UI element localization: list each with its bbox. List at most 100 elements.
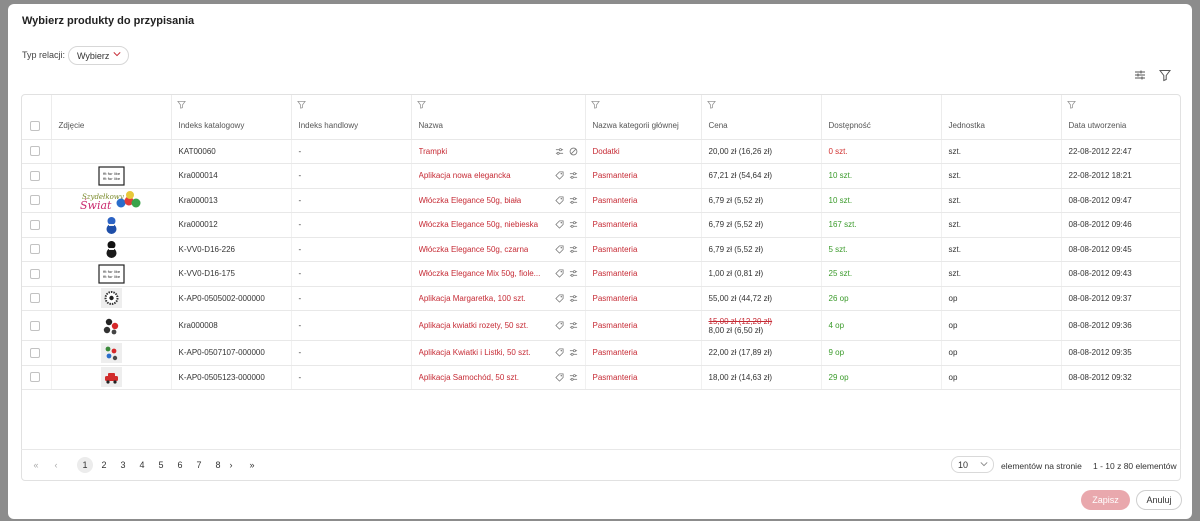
product-name-link[interactable]: Trampki <box>418 146 448 156</box>
row-checkbox[interactable] <box>30 195 40 206</box>
product-name-link[interactable]: Aplikacja Kwiatki i Listki, 50 szt. <box>418 348 531 358</box>
tag-icon[interactable] <box>554 245 564 254</box>
select-all-checkbox[interactable] <box>30 121 40 131</box>
page-1-button[interactable]: 1 <box>77 457 93 473</box>
product-name-link[interactable]: Włóczka Elegance 50g, biała <box>418 195 522 205</box>
table-row[interactable]: K-AP0-0507107-000000- Aplikacja Kwiatki i… <box>22 340 1180 366</box>
table-row[interactable]: K-AP0-0505002-000000- Aplikacja Margaretk… <box>22 286 1180 311</box>
header-availability[interactable]: Dostępność <box>821 95 942 140</box>
page-8-button[interactable]: 8 <box>215 460 221 470</box>
column-filter-icon[interactable] <box>416 100 426 109</box>
product-name-link[interactable]: Aplikacja Margaretka, 100 szt. <box>418 293 526 303</box>
relation-type-select[interactable]: Wybierz <box>68 46 129 65</box>
table-row[interactable]: KAT00060- Trampki Dodatki 20,00 zł (16,26 z… <box>22 139 1180 164</box>
sliders-icon[interactable] <box>555 147 564 156</box>
category-cell[interactable]: Pasmanteria <box>585 340 702 366</box>
page-4-button[interactable]: 4 <box>139 460 145 470</box>
header-trade-index[interactable]: Indeks handlowy <box>291 95 412 140</box>
filter-icon[interactable] <box>1158 68 1172 82</box>
header-category[interactable]: Nazwa kategorii głównej <box>585 95 702 140</box>
sliders-icon[interactable] <box>569 171 578 180</box>
header-created-date[interactable]: Data utworzenia <box>1061 95 1180 140</box>
product-name-link[interactable]: Włóczka Elegance Mix 50g, fiole... <box>418 269 541 279</box>
row-checkbox[interactable] <box>30 244 40 255</box>
tag-icon[interactable] <box>554 269 564 278</box>
catalog-index-cell: K-VV0-D16-226 <box>171 237 292 262</box>
save-button[interactable]: Zapisz <box>1081 490 1130 510</box>
product-name-link[interactable]: Włóczka Elegance 50g, niebieska <box>418 220 539 230</box>
table-row[interactable]: Kra000012- Włóczka Elegance 50g, niebiesk… <box>22 212 1180 238</box>
sliders-icon[interactable] <box>569 294 578 303</box>
header-catalog-index[interactable]: Indeks katalogowy <box>171 95 292 140</box>
row-checkbox[interactable] <box>30 268 40 279</box>
sliders-icon[interactable] <box>569 220 578 229</box>
tag-icon[interactable] <box>554 171 564 180</box>
page-2-button[interactable]: 2 <box>101 460 107 470</box>
category-cell[interactable]: Pasmanteria <box>585 237 702 262</box>
tag-icon[interactable] <box>554 220 564 229</box>
category-cell[interactable]: Pasmanteria <box>585 188 702 213</box>
sliders-icon[interactable] <box>569 348 578 357</box>
row-checkbox[interactable] <box>30 293 40 304</box>
catalog-index-cell: Kra000008 <box>171 310 292 341</box>
cancel-button[interactable]: Anuluj <box>1136 490 1182 510</box>
row-checkbox[interactable] <box>30 372 40 383</box>
column-filter-icon[interactable] <box>1066 100 1076 109</box>
category-cell[interactable]: Pasmanteria <box>585 163 702 189</box>
category-cell[interactable]: Pasmanteria <box>585 365 702 390</box>
page-6-button[interactable]: 6 <box>177 460 183 470</box>
category-cell[interactable]: Pasmanteria <box>585 212 702 238</box>
product-name-link[interactable]: Aplikacja nowa elegancka <box>418 171 511 181</box>
tag-icon[interactable] <box>554 373 564 382</box>
page-7-button[interactable]: 7 <box>196 460 202 470</box>
column-settings-icon[interactable] <box>1133 68 1147 82</box>
row-select-cell <box>22 261 52 287</box>
created-date-cell: 08-08-2012 09:46 <box>1061 212 1180 238</box>
first-page-button[interactable]: « <box>33 460 39 470</box>
column-filter-icon[interactable] <box>590 100 600 109</box>
header-name[interactable]: Nazwa <box>411 95 586 140</box>
column-filter-icon[interactable] <box>706 100 716 109</box>
header-unit[interactable]: Jednostka <box>941 95 1062 140</box>
column-filter-icon[interactable] <box>176 100 186 109</box>
sliders-icon[interactable] <box>569 373 578 382</box>
next-page-button[interactable]: › <box>229 460 233 470</box>
sliders-icon[interactable] <box>569 269 578 278</box>
trade-index-cell: - <box>291 237 412 262</box>
table-row[interactable]: fit for like fit for like Kra000014- Aplika… <box>22 163 1180 189</box>
sliders-icon[interactable] <box>569 245 578 254</box>
row-checkbox[interactable] <box>30 320 40 331</box>
category-cell[interactable]: Pasmanteria <box>585 261 702 287</box>
category-cell[interactable]: Dodatki <box>585 139 702 164</box>
row-actions <box>554 373 578 382</box>
last-page-button[interactable]: » <box>249 460 255 470</box>
table-row[interactable]: Kra000008- Aplikacja kwiatki rozety, 50 s… <box>22 310 1180 341</box>
sliders-icon[interactable] <box>569 196 578 205</box>
table-row[interactable]: fit for like fit for like K-VV0-D16-175- Wł… <box>22 261 1180 287</box>
block-icon[interactable] <box>569 147 578 156</box>
page-5-button[interactable]: 5 <box>158 460 164 470</box>
page-3-button[interactable]: 3 <box>120 460 126 470</box>
column-filter-icon[interactable] <box>296 100 306 109</box>
category-cell[interactable]: Pasmanteria <box>585 286 702 311</box>
table-row[interactable]: Szydełkowy Świat Kra000013- Włóczka Eleganc… <box>22 188 1180 213</box>
product-name-link[interactable]: Włóczka Elegance 50g, czarna <box>418 244 529 254</box>
table-row[interactable]: K-AP0-0505123-000000- Aplikacja Samochód,… <box>22 365 1180 390</box>
tag-icon[interactable] <box>554 348 564 357</box>
per-page-select[interactable]: 10 <box>951 456 994 473</box>
row-checkbox[interactable] <box>30 170 40 181</box>
row-checkbox[interactable] <box>30 219 40 230</box>
tag-icon[interactable] <box>554 196 564 205</box>
tag-icon[interactable] <box>554 294 564 303</box>
product-name-link[interactable]: Aplikacja Samochód, 50 szt. <box>418 372 520 382</box>
row-checkbox[interactable] <box>30 146 40 157</box>
sliders-icon[interactable] <box>569 321 578 330</box>
table-row[interactable]: K-VV0-D16-226- Włóczka Elegance 50g, czar… <box>22 237 1180 262</box>
prev-page-button[interactable]: ‹ <box>54 460 58 470</box>
range-info: 1 - 10 z 80 elementów <box>1093 461 1177 471</box>
row-checkbox[interactable] <box>30 347 40 358</box>
tag-icon[interactable] <box>554 321 564 330</box>
product-name-link[interactable]: Aplikacja kwiatki rozety, 50 szt. <box>418 321 529 330</box>
category-cell[interactable]: Pasmanteria <box>585 310 702 341</box>
header-price[interactable]: Cena <box>701 95 822 140</box>
